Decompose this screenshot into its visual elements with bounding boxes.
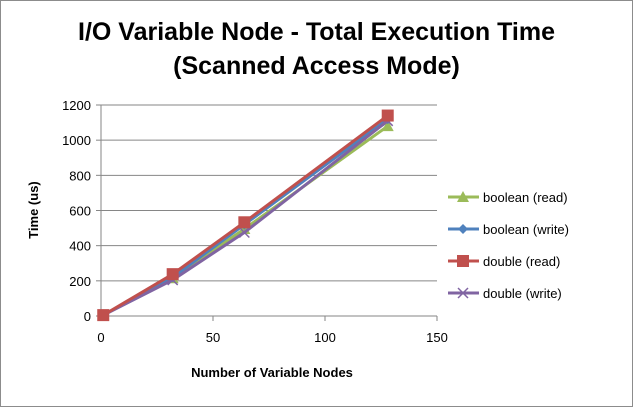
- triangle-marker: [381, 120, 394, 132]
- y-tick-label: 400: [69, 239, 91, 254]
- y-axis-label: Time (us): [26, 181, 41, 239]
- x-tick-label: 0: [97, 330, 104, 345]
- y-tick-label: 200: [69, 274, 91, 289]
- x-marker: [457, 287, 469, 299]
- diamond-marker: [458, 224, 468, 234]
- legend-item: double (write): [448, 286, 562, 301]
- square-marker: [238, 216, 251, 229]
- legend-label: double (write): [483, 286, 562, 301]
- square-marker: [381, 109, 394, 122]
- legend-item: boolean (write): [448, 222, 569, 237]
- square-marker: [97, 309, 110, 322]
- x-marker-stroke: [457, 287, 469, 299]
- series-line: [102, 114, 389, 317]
- x-tick-label: 150: [426, 330, 448, 345]
- x-marker: [238, 226, 250, 239]
- triangle-marker: [457, 191, 469, 202]
- x-axis-label: Number of Variable Nodes: [191, 365, 353, 380]
- x-tick-label: 100: [314, 330, 336, 345]
- x-tick-label: 50: [206, 330, 220, 345]
- legend-label: boolean (write): [483, 222, 569, 237]
- legend-label: double (read): [483, 254, 560, 269]
- y-tick-label: 0: [84, 309, 91, 324]
- x-marker-stroke: [238, 226, 250, 239]
- square-marker: [457, 255, 469, 267]
- y-tick-label: 1000: [62, 133, 91, 148]
- y-tick-label: 800: [69, 168, 91, 183]
- chart-title-line-1: I/O Variable Node - Total Execution Time: [78, 18, 555, 46]
- series-line: [102, 119, 389, 317]
- y-tick-label: 600: [69, 204, 91, 219]
- legend-label: boolean (read): [483, 190, 568, 205]
- legend-item: double (read): [448, 254, 560, 269]
- y-tick-label: 1200: [62, 98, 91, 113]
- series-double-read: [97, 109, 394, 322]
- chart-title: I/O Variable Node - Total Execution Time…: [1, 15, 632, 83]
- chart-title-line-2: (Scanned Access Mode): [173, 52, 460, 80]
- square-marker: [166, 268, 179, 281]
- legend-item: boolean (read): [448, 190, 568, 205]
